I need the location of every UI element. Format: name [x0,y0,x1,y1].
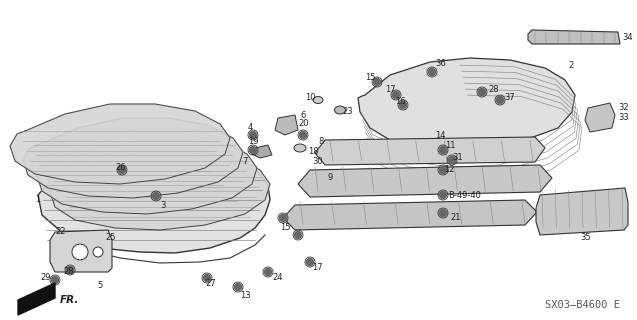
Circle shape [392,92,399,99]
Polygon shape [358,58,575,150]
Text: 3: 3 [160,202,166,211]
Text: 21: 21 [450,213,461,222]
Text: 28: 28 [488,85,499,94]
Circle shape [250,147,257,154]
Circle shape [280,214,287,221]
Text: 25: 25 [105,234,115,243]
Text: 20: 20 [298,119,308,129]
Circle shape [440,210,447,217]
Text: 35: 35 [580,234,590,243]
Circle shape [440,166,447,173]
Text: 37: 37 [504,93,515,102]
Circle shape [72,244,88,260]
Text: 1: 1 [35,196,40,204]
Circle shape [429,68,436,76]
Circle shape [496,97,503,103]
Polygon shape [50,230,112,272]
Polygon shape [585,103,615,132]
Text: SX03–B4600 E: SX03–B4600 E [545,300,620,310]
Circle shape [299,132,306,139]
Text: B-49-40: B-49-40 [448,190,481,199]
Circle shape [440,191,447,198]
Text: 29: 29 [40,274,50,283]
Circle shape [203,275,210,282]
Ellipse shape [334,106,345,114]
Text: 17: 17 [312,263,322,273]
Text: 31: 31 [452,154,462,163]
Text: 4: 4 [248,124,254,132]
Circle shape [118,166,125,173]
Text: 17: 17 [385,85,396,94]
Circle shape [52,276,59,284]
Text: 13: 13 [240,291,250,300]
Circle shape [448,156,455,164]
Text: 33: 33 [618,114,629,123]
Polygon shape [38,150,270,253]
Text: 36: 36 [435,60,446,68]
Text: 23: 23 [342,108,353,116]
Polygon shape [275,115,298,135]
Polygon shape [283,200,537,230]
Text: 18: 18 [308,148,318,156]
Circle shape [399,101,406,108]
Text: 27: 27 [205,278,216,287]
Circle shape [294,231,301,238]
Text: 19: 19 [248,138,259,147]
Circle shape [478,89,485,95]
Text: 2: 2 [568,61,573,70]
Text: 11: 11 [445,140,455,149]
Text: 14: 14 [435,132,445,140]
Polygon shape [37,134,257,214]
Ellipse shape [313,97,323,103]
Text: 12: 12 [445,165,455,174]
Text: 22: 22 [55,228,66,236]
Text: 15: 15 [365,74,375,83]
Text: FR.: FR. [60,295,80,305]
Polygon shape [528,30,620,44]
Ellipse shape [294,144,306,152]
Text: 10: 10 [305,93,315,102]
Text: 28: 28 [63,268,74,276]
Text: 15: 15 [280,223,290,233]
Polygon shape [252,145,272,158]
Text: 26: 26 [115,164,125,172]
Polygon shape [315,137,545,165]
Text: 30: 30 [312,157,322,166]
Text: 32: 32 [618,103,629,113]
Text: 24: 24 [272,274,282,283]
Text: 6: 6 [300,110,305,119]
Circle shape [93,247,103,257]
Text: 8: 8 [318,138,324,147]
Polygon shape [10,104,230,184]
Polygon shape [50,150,270,230]
Circle shape [234,284,241,291]
Text: 5: 5 [97,281,103,290]
Polygon shape [298,165,552,197]
Text: 7: 7 [242,157,247,166]
Circle shape [250,132,257,139]
Circle shape [440,147,447,154]
Polygon shape [18,283,55,315]
Circle shape [264,268,271,276]
Text: 34: 34 [622,34,633,43]
Circle shape [373,78,380,85]
Polygon shape [23,118,243,198]
Text: 9: 9 [328,173,333,182]
Circle shape [152,193,159,199]
Polygon shape [536,188,628,235]
Circle shape [306,259,313,266]
Text: 16: 16 [395,98,406,107]
Circle shape [66,267,73,274]
